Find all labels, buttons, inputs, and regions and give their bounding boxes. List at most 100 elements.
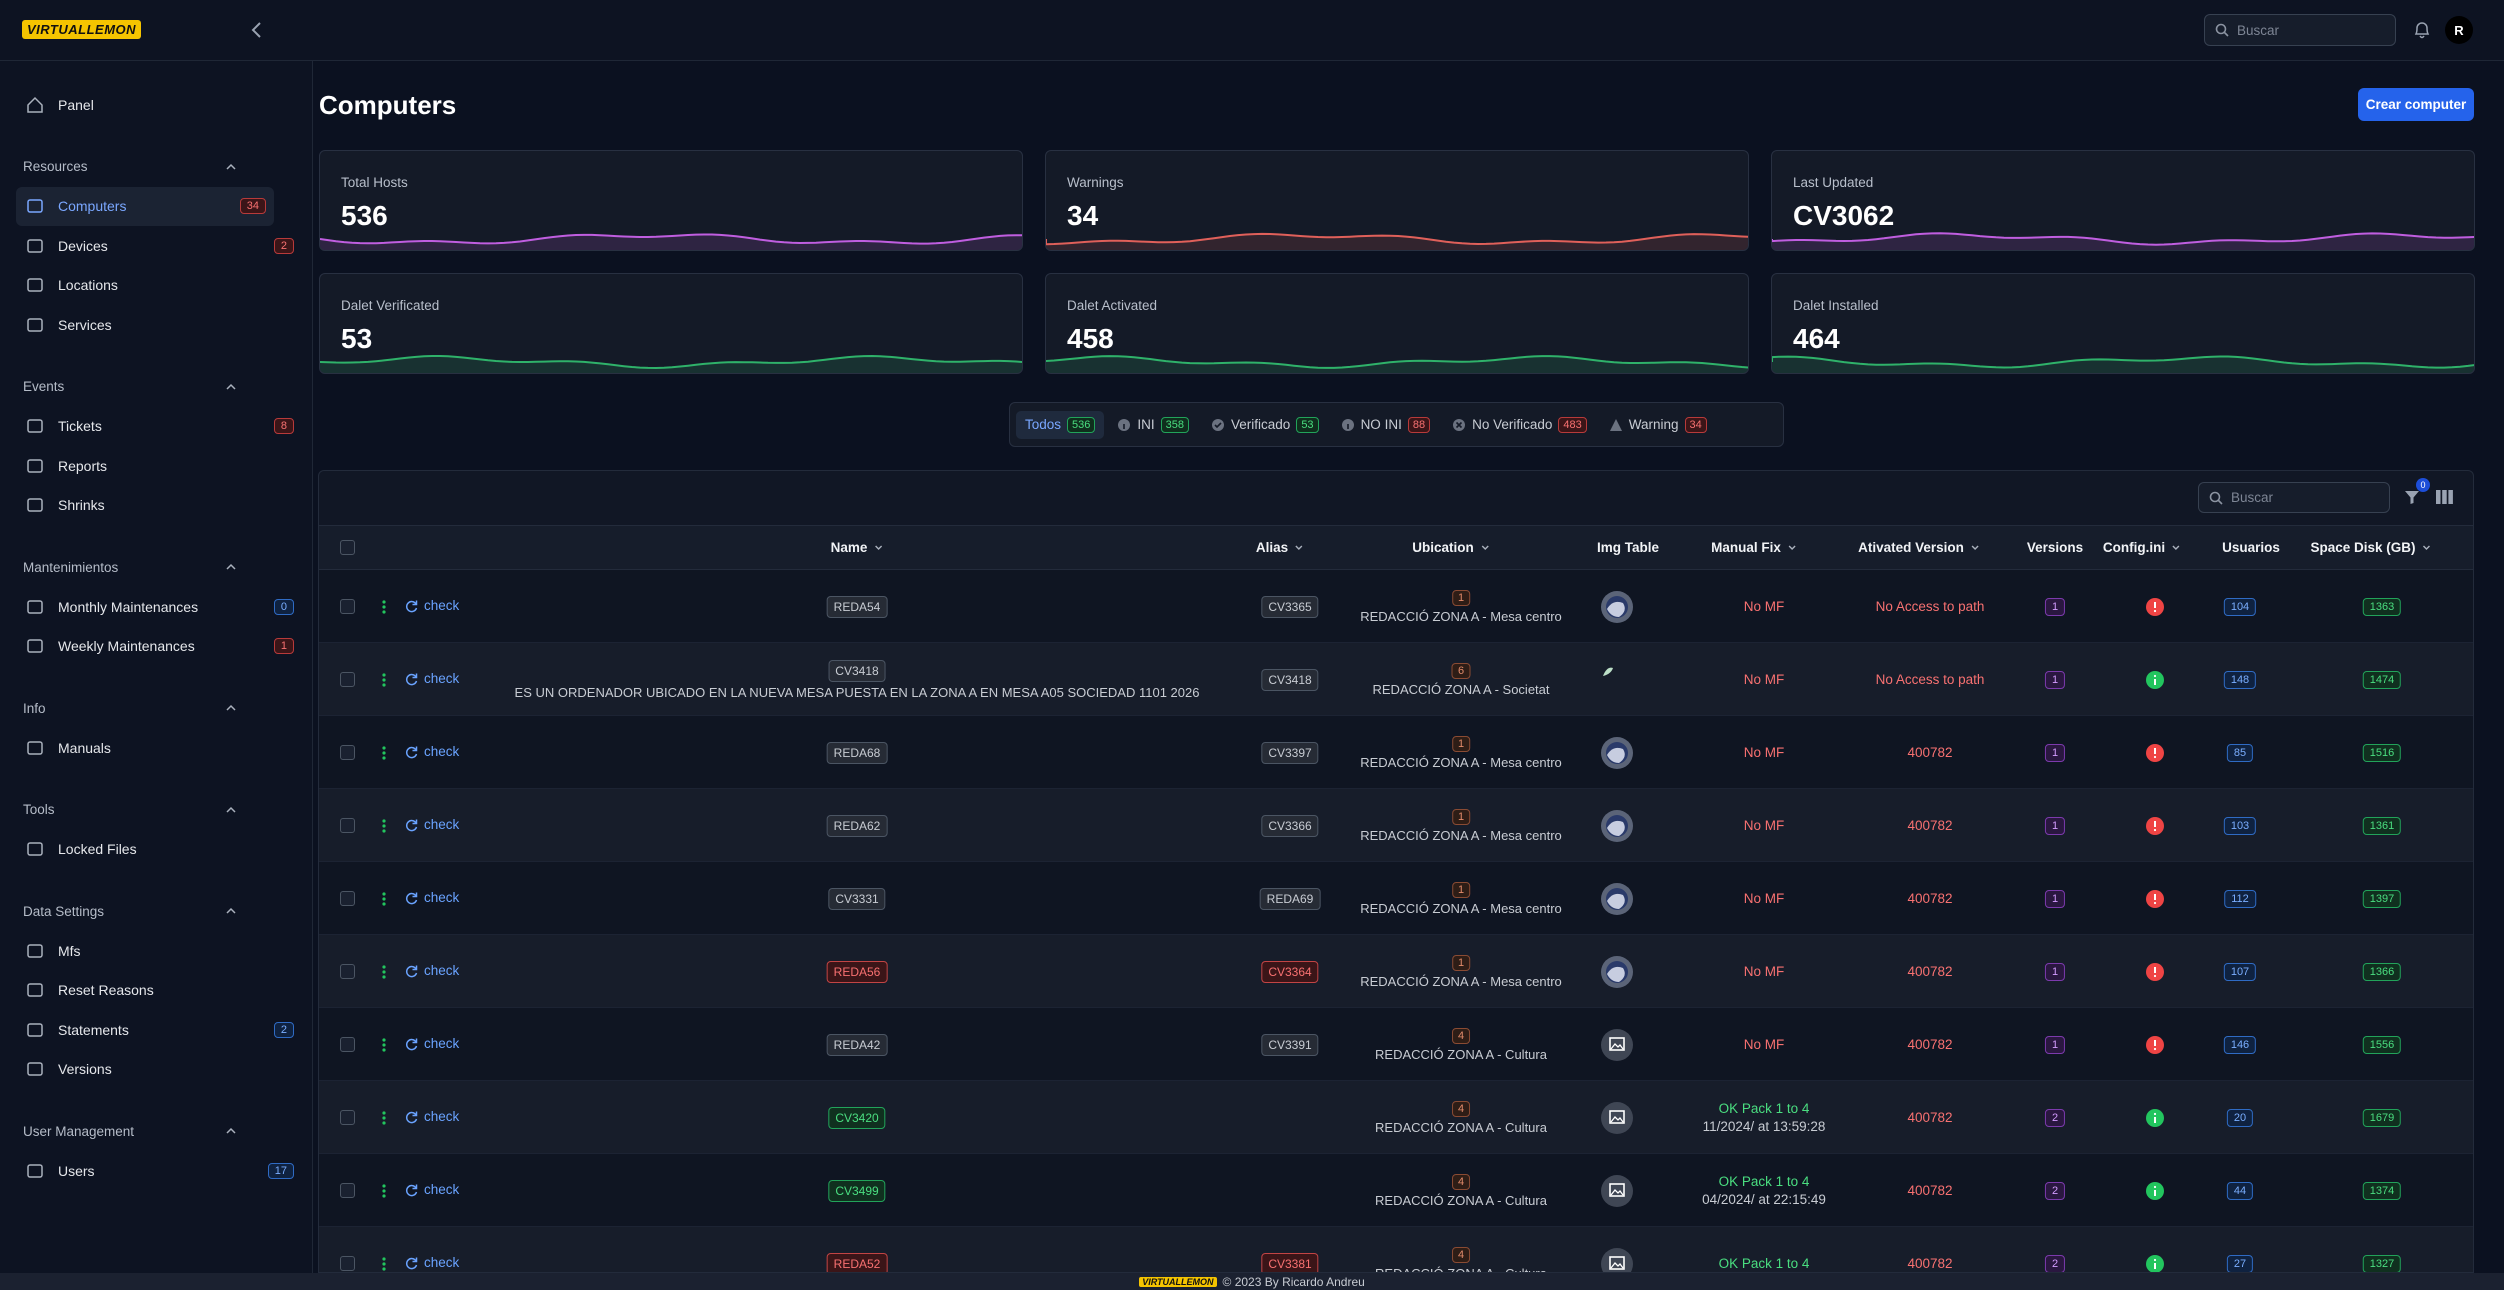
nav-item[interactable]: Versions	[0, 1050, 312, 1090]
column-header[interactable]: Ubication	[1412, 540, 1490, 555]
row-menu[interactable]	[381, 965, 387, 979]
row-menu[interactable]	[381, 746, 387, 760]
filter-tab[interactable]: No Verificado 483	[1443, 411, 1596, 439]
row-menu[interactable]	[381, 1111, 387, 1125]
nav-section[interactable]: Tools	[0, 790, 312, 830]
versions-badge: 1	[2045, 598, 2065, 616]
nav-item[interactable]: Mfs	[0, 931, 312, 971]
nav-item[interactable]: Weekly Maintenances1	[0, 627, 312, 667]
column-header[interactable]: Space Disk (GB)	[2310, 540, 2431, 555]
search-icon	[2209, 491, 2223, 505]
nav-icon	[26, 1060, 44, 1078]
row-select[interactable]	[340, 672, 355, 687]
collapse-sidebar[interactable]	[250, 21, 264, 39]
row-select[interactable]	[340, 1183, 355, 1198]
filter-count: 88	[1408, 417, 1430, 433]
section-toggle	[224, 904, 238, 918]
nav-item[interactable]: Users17	[0, 1151, 312, 1191]
table-search[interactable]: Buscar	[2198, 482, 2390, 513]
row-select[interactable]	[340, 891, 355, 906]
nav-section[interactable]: Data Settings	[0, 891, 312, 931]
row-select[interactable]	[340, 1037, 355, 1052]
nav-section[interactable]: Events	[0, 367, 312, 407]
row-select[interactable]	[340, 745, 355, 760]
column-header: Usuarios	[2222, 540, 2280, 555]
check-button[interactable]: check	[405, 1255, 459, 1270]
column-header[interactable]: Config.ini	[2103, 540, 2181, 555]
column-header[interactable]: Alias	[1256, 540, 1304, 555]
check-button[interactable]: check	[405, 890, 459, 905]
row-select[interactable]	[340, 1256, 355, 1271]
row-select[interactable]	[340, 964, 355, 979]
check-button[interactable]: check	[405, 817, 459, 832]
nav-item[interactable]: Monthly Maintenances0	[0, 587, 312, 627]
filter-tab[interactable]: Todos536	[1016, 411, 1104, 439]
filter-tab[interactable]: INI358	[1108, 411, 1198, 439]
column-header[interactable]: Name	[831, 540, 884, 555]
check-button[interactable]: check	[405, 1036, 459, 1051]
row-menu[interactable]	[381, 600, 387, 614]
filter-tab[interactable]: Warning34	[1600, 411, 1716, 439]
filter-count: 483	[1558, 417, 1586, 433]
row-menu[interactable]	[381, 819, 387, 833]
users-cell: 44	[2227, 1154, 2253, 1227]
row-menu[interactable]	[381, 1257, 387, 1271]
nav-item[interactable]: Reports	[0, 446, 312, 486]
row-menu[interactable]	[381, 892, 387, 906]
check-button[interactable]: check	[405, 1182, 459, 1197]
versions-cell: 1	[2045, 1008, 2065, 1081]
sort-icon	[1294, 542, 1304, 552]
manual-fix-cell: No MF	[1744, 862, 1785, 935]
space-cell: 1397	[2363, 862, 2401, 935]
filter-tab[interactable]: Verificado53	[1202, 411, 1328, 439]
column-header[interactable]: Ativated Version	[1858, 540, 1980, 555]
nav-item[interactable]: Services	[0, 305, 312, 345]
manual-fix-cell: OK Pack 1 to 4	[1719, 1227, 1810, 1273]
nav-item[interactable]: Shrinks	[0, 486, 312, 526]
row-menu[interactable]	[381, 1038, 387, 1052]
nav-section[interactable]: User Management	[0, 1111, 312, 1151]
filter-button[interactable]	[2404, 490, 2420, 505]
nav-item[interactable]: Locked Files	[0, 830, 312, 870]
notifications[interactable]	[2413, 20, 2431, 40]
name-badge: CV3331	[828, 888, 885, 910]
nav-item[interactable]: Manuals	[0, 728, 312, 768]
columns-button[interactable]	[2436, 490, 2453, 504]
users-badge: 20	[2227, 1109, 2253, 1127]
nav-item[interactable]: Tickets8	[0, 407, 312, 447]
search-box[interactable]: Buscar	[2204, 14, 2396, 46]
check-button[interactable]: check	[405, 1109, 459, 1124]
nav-item[interactable]: Statements2	[0, 1010, 312, 1050]
column-header[interactable]: Manual Fix	[1711, 540, 1797, 555]
row-select[interactable]	[340, 1110, 355, 1125]
nav-item[interactable]: Panel	[0, 85, 312, 125]
users-badge: 44	[2227, 1182, 2253, 1200]
select-all[interactable]	[340, 540, 355, 555]
nav-item[interactable]: Reset Reasons	[0, 971, 312, 1011]
nav-item[interactable]: Locations	[0, 266, 312, 306]
filter-label: No Verificado	[1472, 417, 1552, 432]
nav-label: Locked Files	[58, 841, 294, 857]
nav-item[interactable]: Computers34	[16, 187, 274, 227]
logo[interactable]: VIRTUALLEMON	[22, 20, 141, 39]
row-menu[interactable]	[381, 1184, 387, 1198]
column-header: Versions	[2027, 540, 2083, 555]
check-label: check	[424, 1182, 459, 1197]
sidebar: Panel ResourcesComputers34Devices2Locatio…	[0, 61, 313, 1273]
check-button[interactable]: check	[405, 671, 459, 686]
check-button[interactable]: check	[405, 963, 459, 978]
nav-item[interactable]: Devices2	[0, 226, 312, 266]
row-select[interactable]	[340, 599, 355, 614]
check-button[interactable]: check	[405, 598, 459, 613]
check-button[interactable]: check	[405, 744, 459, 759]
row-select[interactable]	[340, 818, 355, 833]
filter-tab[interactable]: NO INI88	[1332, 411, 1440, 439]
manual-fix-cell: No MF	[1744, 1008, 1785, 1081]
create-button[interactable]: Crear computer	[2358, 88, 2474, 121]
avatar[interactable]: R	[2445, 16, 2473, 44]
nav-section[interactable]: Mantenimientos	[0, 547, 312, 587]
row-menu[interactable]	[381, 673, 387, 687]
nav-section[interactable]: Resources	[0, 147, 312, 187]
nav-section[interactable]: Info	[0, 688, 312, 728]
nav-icon	[26, 237, 44, 255]
